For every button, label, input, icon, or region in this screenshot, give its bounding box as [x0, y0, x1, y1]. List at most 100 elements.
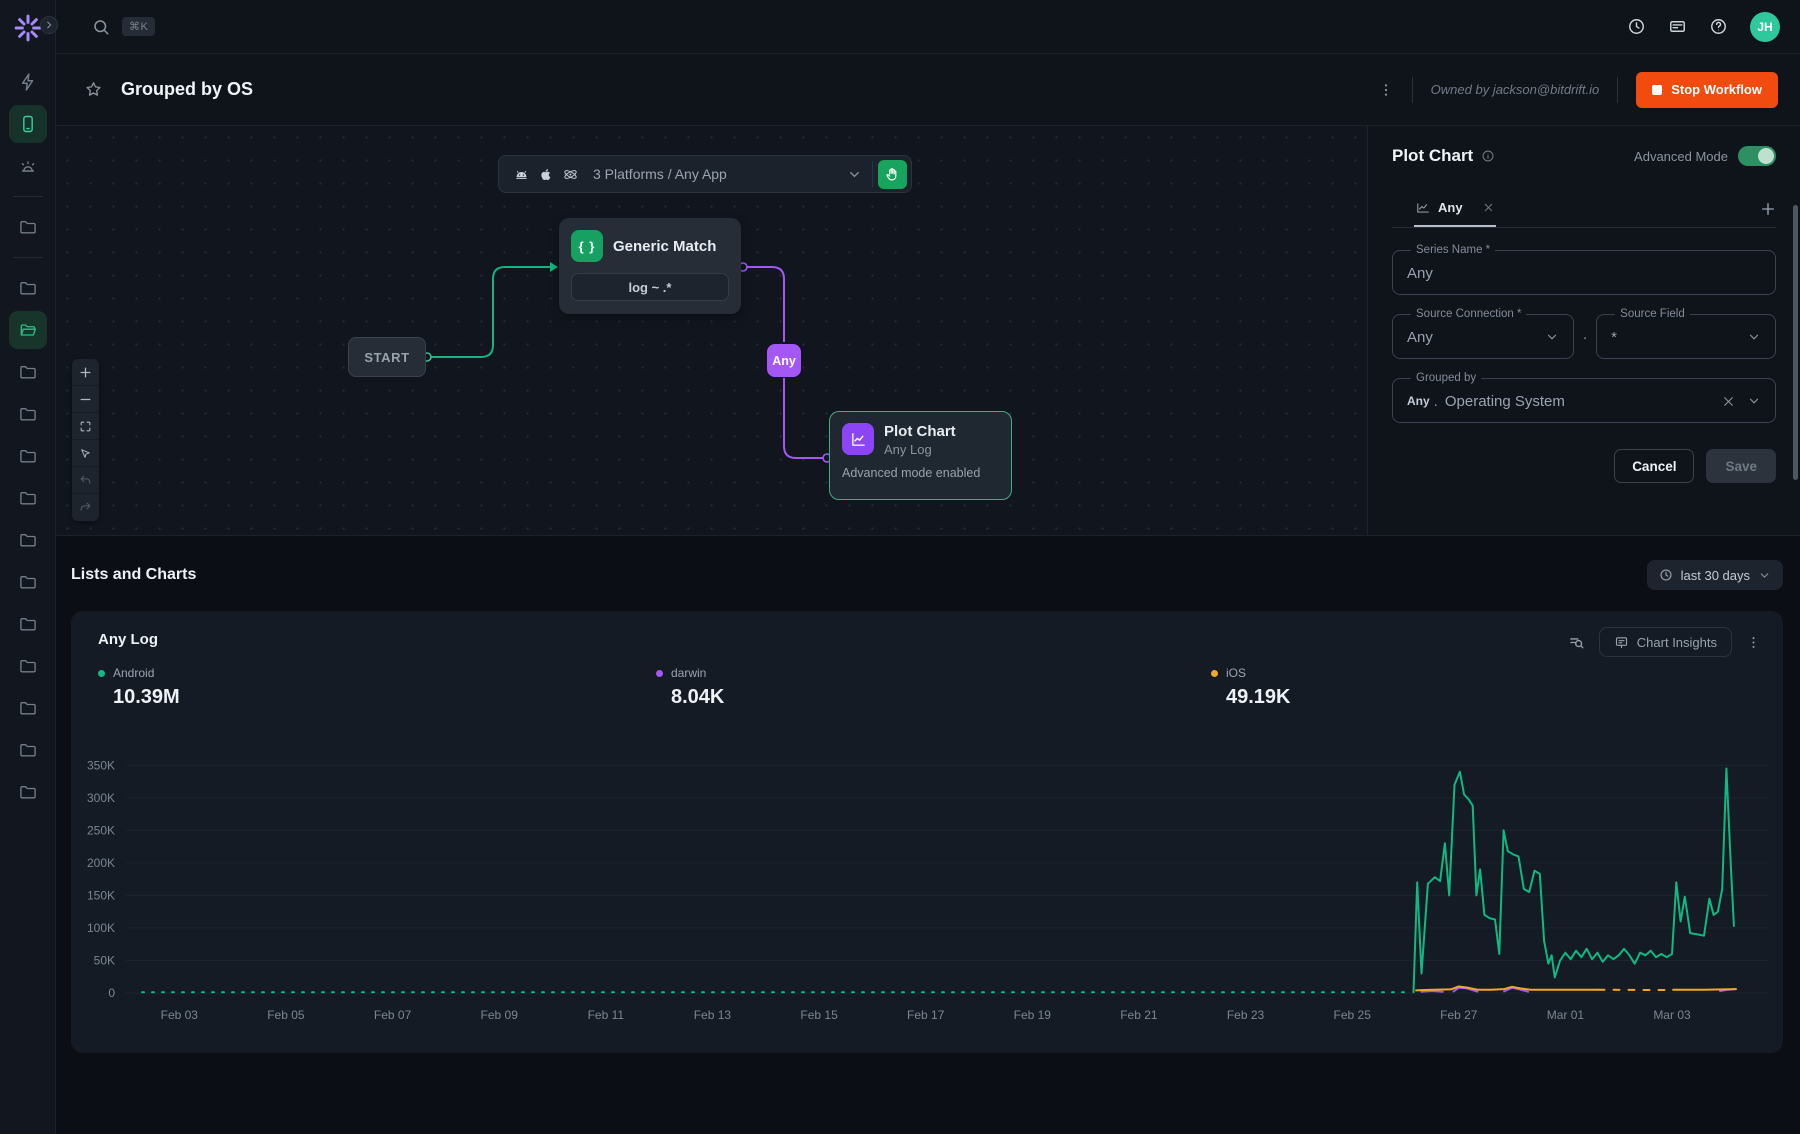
chart-insights-button[interactable]: Chart Insights — [1598, 627, 1732, 657]
list-search-icon — [1569, 637, 1584, 648]
advanced-mode-label: Advanced Mode — [1634, 148, 1728, 164]
sidebar-folder-6[interactable] — [9, 479, 47, 517]
zoom-in-button[interactable] — [72, 359, 99, 386]
chart-menu-button[interactable] — [1746, 635, 1761, 650]
panel-scrollbar[interactable] — [1793, 205, 1798, 480]
legend-android[interactable]: Android 10.39M — [98, 666, 180, 709]
workflow-menu-button[interactable] — [1378, 82, 1394, 98]
sidebar-folder-4[interactable] — [9, 395, 47, 433]
tab-any[interactable]: Any — [1414, 190, 1496, 227]
interactivity-button[interactable] — [72, 440, 99, 467]
sidebar-item-events[interactable] — [9, 63, 47, 101]
chart-line-icon — [1417, 202, 1429, 213]
tab-any-label: Any — [1438, 200, 1463, 215]
folder-open-icon — [20, 324, 36, 336]
sidebar-item-workspace[interactable] — [9, 208, 47, 246]
sidebar-folder-3[interactable] — [9, 353, 47, 391]
stop-workflow-button[interactable]: Stop Workflow — [1636, 71, 1778, 108]
search-button[interactable] — [92, 18, 110, 36]
chevron-down-icon — [1747, 394, 1761, 408]
sidebar-folder-11[interactable] — [9, 689, 47, 727]
sidebar-folder-2-active[interactable] — [8, 311, 47, 349]
help-button[interactable] — [1709, 17, 1728, 36]
pause-interaction-button[interactable] — [877, 159, 907, 189]
folder-icon — [19, 366, 36, 379]
sidebar-folder-10[interactable] — [9, 647, 47, 685]
close-icon[interactable] — [1483, 202, 1494, 213]
legend-ios[interactable]: iOS 49.19K — [1211, 666, 1291, 709]
generic-match-title: Generic Match — [613, 237, 717, 255]
redo-button[interactable] — [72, 494, 99, 521]
svg-text:Feb 13: Feb 13 — [694, 1008, 732, 1022]
add-series-button[interactable] — [1760, 201, 1776, 217]
sidebar-folder-13[interactable] — [9, 773, 47, 811]
any-log-chart-card: Any Log Chart Insights Android 10.39M da… — [71, 611, 1783, 1053]
sidebar-folder-5[interactable] — [9, 437, 47, 475]
zap-icon — [21, 73, 33, 91]
svg-text:Feb 23: Feb 23 — [1227, 1008, 1265, 1022]
svg-text:100K: 100K — [87, 921, 115, 935]
grouped-by-select[interactable]: Grouped by Any . Operating System — [1392, 372, 1776, 423]
sidebar-collapse-button[interactable] — [40, 16, 58, 34]
undo-button[interactable] — [72, 467, 99, 494]
plot-chart-node-title: Plot Chart — [884, 423, 956, 440]
time-range-selector[interactable]: last 30 days — [1646, 560, 1783, 590]
undo-icon — [80, 475, 91, 484]
app-logo[interactable] — [13, 13, 43, 43]
list-search-button[interactable] — [1568, 634, 1585, 651]
svg-text:Feb 07: Feb 07 — [374, 1008, 412, 1022]
canvas-toolbar — [72, 359, 99, 521]
changelog-button[interactable] — [1668, 17, 1687, 36]
source-connection-select[interactable]: Source Connection * Any — [1392, 308, 1574, 359]
chevron-down-icon — [1747, 330, 1761, 344]
sidebar-folder-9[interactable] — [9, 605, 47, 643]
legend-darwin[interactable]: darwin 8.04K — [656, 666, 724, 709]
svg-text:Feb 03: Feb 03 — [161, 1008, 199, 1022]
series-name-field[interactable]: Series Name * Any — [1392, 244, 1776, 295]
mobile-device-icon — [22, 115, 33, 133]
zoom-out-button[interactable] — [72, 386, 99, 413]
svg-text:Feb 27: Feb 27 — [1440, 1008, 1478, 1022]
svg-text:Feb 09: Feb 09 — [481, 1008, 519, 1022]
sidebar-folder-1[interactable] — [9, 269, 47, 307]
sidebar-folder-8[interactable] — [9, 563, 47, 601]
node-start[interactable]: START — [348, 337, 426, 377]
cancel-button[interactable]: Cancel — [1614, 449, 1695, 483]
favorite-star-button[interactable] — [84, 80, 103, 99]
node-generic-match[interactable]: { } Generic Match log ~ .* — [559, 218, 741, 314]
fit-view-button[interactable] — [72, 413, 99, 440]
search-shortcut-badge: ⌘K — [122, 17, 156, 36]
clear-icon[interactable] — [1722, 395, 1735, 408]
folder-icon — [19, 660, 36, 673]
node-any-badge[interactable]: Any — [767, 344, 801, 377]
legend-dot — [656, 669, 663, 677]
svg-text:250K: 250K — [87, 823, 115, 837]
star-icon — [86, 82, 101, 96]
grouped-by-prefix: Any — [1407, 394, 1430, 408]
sidebar-folder-7[interactable] — [9, 521, 47, 559]
clock-icon — [1660, 569, 1672, 581]
svg-text:Feb 11: Feb 11 — [588, 1008, 625, 1022]
node-plot-chart[interactable]: Plot Chart Any Log Advanced mode enabled — [829, 411, 1012, 500]
sidebar-divider — [12, 257, 43, 258]
curly-braces-icon: { } — [571, 230, 603, 262]
source-field-select[interactable]: Source Field * — [1596, 308, 1776, 359]
series-name-label: Series Name * — [1416, 244, 1491, 256]
chevron-down-icon — [847, 167, 862, 182]
save-button[interactable]: Save — [1706, 449, 1776, 483]
stop-workflow-label: Stop Workflow — [1671, 82, 1762, 97]
avatar[interactable]: JH — [1750, 11, 1780, 42]
platform-selector[interactable]: 3 Platforms / Any App — [498, 155, 912, 193]
time-range-label: last 30 days — [1680, 567, 1750, 583]
svg-text:Feb 05: Feb 05 — [267, 1008, 305, 1022]
svg-text:Feb 15: Feb 15 — [800, 1008, 838, 1022]
workflow-canvas[interactable]: 3 Platforms / Any App START { } Generic … — [56, 126, 1367, 535]
advanced-mode-toggle[interactable] — [1738, 146, 1776, 166]
sidebar-item-alerts[interactable] — [9, 147, 47, 185]
legend-ios-name: iOS — [1226, 666, 1247, 680]
platform-selector-label: 3 Platforms / Any App — [593, 166, 727, 182]
sidebar-folder-12[interactable] — [9, 731, 47, 769]
history-button[interactable] — [1627, 17, 1646, 36]
electron-atom-icon — [564, 169, 577, 179]
sidebar-item-devices[interactable] — [8, 105, 47, 143]
